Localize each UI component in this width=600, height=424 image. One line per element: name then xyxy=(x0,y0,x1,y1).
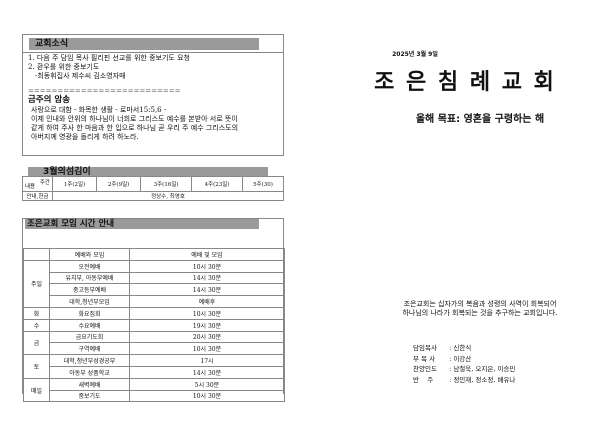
mission-line: 조은교회는 십자가의 복음과 성령의 사역이 회복되어 xyxy=(403,300,557,308)
meeting-row: 수 수요예배 19시 30분 xyxy=(23,318,285,332)
staff-name: 남철욱, 오지은, 이승민 xyxy=(453,365,516,373)
meeting-name: 오전예배 xyxy=(49,259,130,273)
church-news-title: 교회소식 xyxy=(29,38,259,50)
meeting-row: 아동부 성품학교 14시 30분 xyxy=(24,365,285,379)
meeting-time: 10시 30분 xyxy=(129,342,285,356)
day-cell: 주일 xyxy=(23,259,50,308)
church-news-box: 교회소식 1. 다음 주 담임 목사 필리핀 선교를 위한 중보기도 요청 2.… xyxy=(22,34,284,156)
meeting-time: 17시 xyxy=(129,354,285,367)
meeting-name: 구역예배 xyxy=(49,342,130,356)
meeting-name: 중보기도 xyxy=(49,389,130,403)
meeting-row: 중보기도 10시 30분 xyxy=(24,389,285,403)
staff-role: 찬양인도 xyxy=(413,365,437,373)
meeting-name: 아동부 성품학교 xyxy=(49,365,130,379)
meeting-name: 중고등부예배 xyxy=(49,283,130,297)
meeting-row: 화 화요집회 10시 30분 xyxy=(23,306,285,320)
meetings-title: 조은교회 모임 시간 안내 xyxy=(25,219,259,229)
meeting-times: 조은교회 모임 시간 안내 예배와 모임 예배 및 모임 주일 오전예배 10시 30분… xyxy=(22,218,285,403)
staff-row: 담임목사 : 신한식 xyxy=(413,344,472,352)
meeting-row: 주일 오전예배 10시 30분 xyxy=(23,259,285,308)
header-cell: 예배와 모임 xyxy=(49,248,130,261)
meeting-name: 유치부, 아동부예배 xyxy=(49,271,130,285)
meeting-time: 10시 30분 xyxy=(129,259,285,273)
meeting-time: 14시 30분 xyxy=(129,365,285,379)
meeting-row: 토 대학,청년부성경공부 17시 xyxy=(23,354,285,379)
meeting-name: 수요예배 xyxy=(49,318,130,332)
day-cell: 화 xyxy=(23,306,50,320)
meeting-time: 예배후 xyxy=(129,295,285,308)
staff-row: 부 목 사 : 이강산 xyxy=(413,354,472,363)
meeting-time: 19시 30분 xyxy=(129,318,285,332)
verse-line: 아버지께 영광을 돌리게 하려 하노라. xyxy=(31,133,139,141)
staff-name: 신한식 xyxy=(453,344,472,352)
duty-table: 주간 내용 1주(2일) 2주(9일) 3주(16일) 4주(23일) 5주(30… xyxy=(22,176,284,201)
meeting-name: 금요기도회 xyxy=(49,330,130,344)
week-header: 5주(30) xyxy=(242,176,284,192)
mission-line: 하나님의 나라가 회복되는 것을 추구하는 교회입니다. xyxy=(402,309,558,317)
meeting-row: 구역예배 10시 30분 xyxy=(24,342,285,356)
yearly-goal: 올해 목표: 영혼을 구령하는 해 xyxy=(415,114,545,125)
header-cell: 예배 및 모임 xyxy=(129,248,285,261)
bulletin-date: 2025년 3월 9일 xyxy=(392,51,438,58)
mission-statement: 조은교회는 십자가의 복음과 성령의 사역이 회복되어 하나님의 나라가 회복되… xyxy=(370,300,590,318)
day-cell: 수 xyxy=(23,318,50,332)
news-line: 1. 다음 주 담임 목사 필리핀 선교를 위한 중보기도 요청 xyxy=(28,54,190,62)
verse-line: 같게 하여 주사 한 마음과 한 입으로 하나님 곧 우리 주 예수 그리스도의 xyxy=(31,124,239,132)
verse-title: 금주의 암송 xyxy=(28,95,71,105)
staff-role: 담임목사 xyxy=(413,344,437,352)
meeting-name: 대학,청년부모임 xyxy=(49,295,130,308)
row-label: 안내,헌금 xyxy=(22,191,53,201)
week-header: 2주(9일) xyxy=(96,176,142,192)
staff-name: 정민재, 정소정, 배유나 xyxy=(453,375,516,384)
meeting-time: 20시 30분 xyxy=(129,330,285,344)
news-line: -최동휘집사 제수씨 김소영자매 xyxy=(35,72,126,80)
corner-cell: 주간 내용 xyxy=(22,176,53,192)
meeting-time: 10시 30분 xyxy=(129,389,285,403)
meeting-name: 대학,청년부성경공부 xyxy=(49,354,130,367)
divider: ========================== xyxy=(28,87,181,95)
day-cell: 금 xyxy=(23,330,50,356)
meeting-row: 중고등부예배 14시 30분 xyxy=(24,283,285,297)
meeting-name: 화요집회 xyxy=(49,306,130,320)
meeting-time: 5시 30분 xyxy=(129,377,285,391)
news-line: 2. 환우를 위한 중보기도 xyxy=(28,63,100,71)
week-header: 3주(16일) xyxy=(140,176,193,192)
meeting-row: 금 금요기도회 20시 30분 xyxy=(23,330,285,356)
duty-title: 3월의섬김이 xyxy=(28,167,268,177)
meeting-time: 14시 30분 xyxy=(129,283,285,297)
staff-name: 이강산 xyxy=(453,354,472,363)
week-header: 4주(23일) xyxy=(191,176,243,192)
staff-role: 부 목 사 xyxy=(413,354,436,363)
meeting-row: 매일 새벽예배 5시 30분 xyxy=(23,377,285,403)
day-cell: 토 xyxy=(23,354,50,379)
verse-line: 사랑으로 대함 - 화목한 생활 - 로마서15:5,6 - xyxy=(31,106,167,114)
row-value: 정상수, 최영호 xyxy=(52,191,284,201)
week-header: 1주(2일) xyxy=(51,176,98,192)
meeting-row: 대학,청년부모임 예배후 xyxy=(24,295,285,308)
meeting-row: 유치부, 아동부예배 14시 30분 xyxy=(24,271,285,285)
duty-roster: 3월의섬김이 주간 내용 1주(2일) 2주(9일) 3주(16일) 4주(23일… xyxy=(22,167,284,203)
day-cell: 매일 xyxy=(23,377,50,403)
meeting-time: 14시 30분 xyxy=(129,271,285,285)
header-cell xyxy=(23,248,50,261)
verse-line: 이제 인내와 안위의 하나님이 너희로 그리스도 예수를 본받아 서로 뜻이 xyxy=(31,115,238,123)
staff-role: 반 주 xyxy=(413,375,434,384)
staff-row: 찬양인도 : 남철욱, 오지은, 이승민 xyxy=(413,365,516,373)
staff-row: 반 주 : 정민재, 정소정, 배유나 xyxy=(413,375,516,384)
meeting-name: 새벽예배 xyxy=(49,377,130,391)
meeting-time: 10시 30분 xyxy=(129,306,285,320)
meetings-table: 예배와 모임 예배 및 모임 주일 오전예배 10시 30분 유치부, 아동부예배 14시 … xyxy=(23,248,285,403)
church-name: 조 은 침 례 교 회 xyxy=(374,70,556,95)
